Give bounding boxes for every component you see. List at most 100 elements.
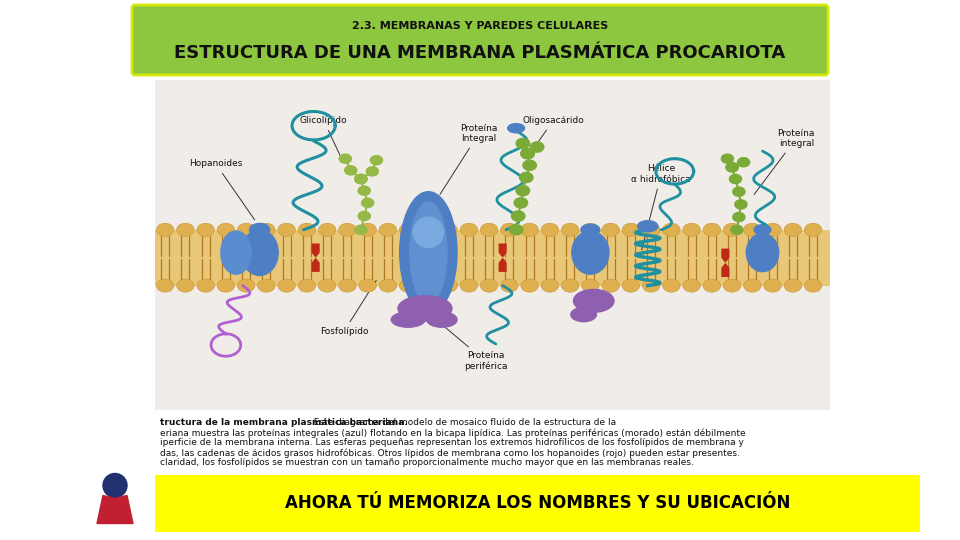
Circle shape [519,172,533,183]
Circle shape [177,279,194,292]
Ellipse shape [426,312,457,327]
Circle shape [399,279,417,292]
Circle shape [662,223,680,237]
Circle shape [379,223,396,237]
Circle shape [622,279,639,292]
Circle shape [582,279,599,292]
Circle shape [804,223,822,237]
Circle shape [734,200,747,209]
Circle shape [683,279,701,292]
Circle shape [516,186,530,196]
Circle shape [804,279,822,292]
Circle shape [642,279,660,292]
Circle shape [237,279,255,292]
Circle shape [764,279,781,292]
Polygon shape [721,248,730,277]
Text: Oligosacárido: Oligosacárido [522,116,584,157]
Circle shape [156,279,174,292]
Circle shape [371,156,382,165]
Circle shape [731,225,743,234]
Circle shape [516,138,530,149]
Circle shape [732,187,745,196]
Circle shape [367,167,378,176]
Ellipse shape [581,224,600,235]
Circle shape [523,160,537,170]
Ellipse shape [571,307,596,322]
Circle shape [521,223,539,237]
Circle shape [355,225,367,234]
Circle shape [355,174,367,184]
Text: Este diagrama del modelo de mosaico fluido de la estructura de la: Este diagrama del modelo de mosaico flui… [308,418,616,427]
Circle shape [362,198,373,207]
Text: Proteína
Integral: Proteína Integral [440,124,497,194]
Circle shape [156,223,174,237]
Ellipse shape [392,312,425,327]
Circle shape [521,279,539,292]
Ellipse shape [508,124,524,133]
Circle shape [257,223,276,237]
Ellipse shape [572,231,609,274]
Circle shape [764,223,781,237]
Circle shape [662,279,680,292]
Circle shape [399,223,417,237]
Circle shape [521,148,535,159]
Text: Hélice
α hidrofóbica: Hélice α hidrofóbica [632,164,691,250]
Text: Hopanoides: Hopanoides [189,159,254,220]
Text: ESTRUCTURA DE UNA MEMBRANA PLASMÁTICA PROCARIOTA: ESTRUCTURA DE UNA MEMBRANA PLASMÁTICA PR… [175,44,785,62]
Circle shape [345,166,357,175]
Circle shape [358,212,371,221]
Ellipse shape [746,234,779,272]
Circle shape [723,223,741,237]
Circle shape [440,279,457,292]
Circle shape [500,223,518,237]
Polygon shape [312,244,320,272]
Circle shape [217,279,234,292]
Circle shape [530,142,543,152]
Circle shape [339,154,351,163]
Circle shape [622,223,639,237]
Polygon shape [97,496,133,523]
Circle shape [642,223,660,237]
Bar [155,80,830,410]
Text: Glicolípido: Glicolípido [300,116,348,161]
Ellipse shape [398,296,452,321]
Text: Proteína
periférica: Proteína periférica [434,318,508,372]
Circle shape [721,154,733,163]
Circle shape [512,211,525,221]
Circle shape [299,223,316,237]
Circle shape [480,279,498,292]
Ellipse shape [221,231,252,274]
Ellipse shape [399,192,457,314]
Circle shape [379,279,396,292]
Circle shape [319,223,336,237]
Circle shape [744,223,761,237]
Text: tructura de la membrana plasmática bacteriana.: tructura de la membrana plasmática bacte… [160,418,408,427]
Circle shape [197,279,214,292]
Circle shape [737,158,750,167]
Ellipse shape [573,289,614,312]
Circle shape [440,223,457,237]
Circle shape [784,279,802,292]
Text: das, las cadenas de ácidos grasos hidrofóbicas. Otros lípidos de membrana como l: das, las cadenas de ácidos grasos hidrof… [160,448,740,457]
Circle shape [237,223,255,237]
FancyBboxPatch shape [132,5,828,75]
Circle shape [602,223,619,237]
Circle shape [723,279,741,292]
Circle shape [521,148,535,159]
Circle shape [730,174,741,184]
Circle shape [602,279,619,292]
Ellipse shape [410,202,447,303]
Circle shape [732,213,745,221]
Polygon shape [498,244,507,272]
Ellipse shape [250,224,270,236]
Circle shape [726,163,738,172]
Circle shape [217,223,234,237]
Circle shape [500,279,518,292]
Circle shape [726,163,738,172]
Circle shape [460,279,478,292]
Text: eriana muestra las proteínas integrales (azul) flotando en la bicapa lipídica. L: eriana muestra las proteínas integrales … [160,428,746,437]
Circle shape [703,279,721,292]
Circle shape [582,223,599,237]
Circle shape [299,279,316,292]
Circle shape [510,225,523,235]
